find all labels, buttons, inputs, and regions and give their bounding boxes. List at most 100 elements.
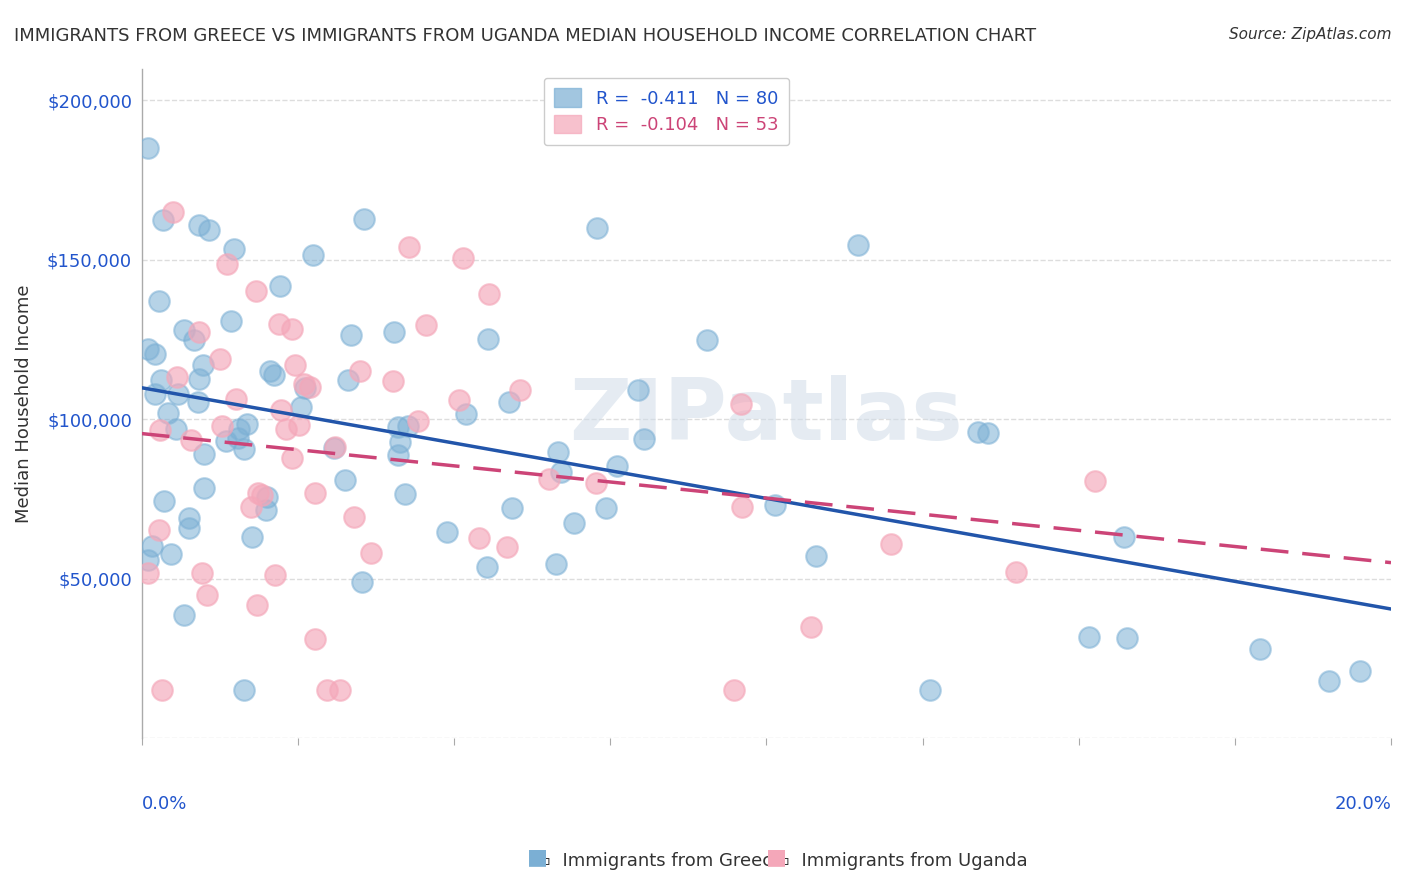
Point — [763, 498, 786, 512]
Point — [136, 566, 159, 580]
Point — [382, 375, 405, 389]
Point — [240, 530, 263, 544]
Point — [191, 358, 214, 372]
Point — [396, 418, 419, 433]
Point — [290, 400, 312, 414]
Point — [259, 364, 281, 378]
Point — [143, 346, 166, 360]
Point — [546, 558, 568, 572]
Point — [193, 481, 215, 495]
Text: ■: ■ — [527, 847, 548, 867]
Point — [1249, 641, 1271, 656]
Point — [215, 256, 238, 270]
Point — [966, 425, 988, 440]
Text: IMMIGRANTS FROM GREECE VS IMMIGRANTS FROM UGANDA MEDIAN HOUSEHOLD INCOME CORRELA: IMMIGRANTS FROM GREECE VS IMMIGRANTS FRO… — [14, 27, 1036, 45]
Point — [547, 445, 569, 459]
Y-axis label: Median Household Income: Median Household Income — [15, 284, 32, 523]
Point — [294, 381, 316, 395]
Point — [498, 394, 520, 409]
Point — [382, 325, 405, 339]
Point — [806, 549, 828, 564]
Point — [595, 500, 617, 515]
Text: 0.0%: 0.0% — [142, 795, 187, 814]
Point — [977, 426, 1000, 441]
Point — [349, 364, 371, 378]
Point — [730, 397, 752, 411]
Point — [239, 500, 262, 514]
Point — [496, 541, 519, 555]
Text: ■: ■ — [766, 847, 787, 867]
Point — [247, 485, 270, 500]
Point — [1115, 631, 1137, 645]
Point — [633, 432, 655, 446]
Point — [208, 352, 231, 367]
Point — [250, 488, 273, 502]
Point — [880, 537, 903, 551]
Point — [406, 414, 429, 428]
Point — [156, 406, 179, 420]
Point — [263, 567, 285, 582]
Point — [696, 333, 718, 347]
Point — [387, 448, 409, 462]
Point — [224, 242, 246, 256]
Point — [167, 386, 190, 401]
Text: ZIPatlas: ZIPatlas — [569, 376, 963, 458]
Point — [228, 422, 250, 436]
Point — [304, 485, 326, 500]
Text: 20.0%: 20.0% — [1334, 795, 1391, 814]
Point — [256, 490, 278, 504]
Point — [389, 435, 412, 450]
Point — [254, 503, 277, 517]
Point — [454, 407, 477, 421]
Point — [302, 248, 325, 262]
Point — [263, 368, 285, 382]
Point — [723, 683, 745, 698]
Point — [270, 403, 292, 417]
Point — [198, 223, 221, 237]
Point — [477, 287, 499, 301]
Point — [284, 358, 307, 372]
Point — [232, 442, 254, 457]
Point — [267, 317, 290, 331]
Point — [152, 493, 174, 508]
Point — [215, 434, 238, 448]
Point — [173, 607, 195, 622]
Text: Source: ZipAtlas.com: Source: ZipAtlas.com — [1229, 27, 1392, 42]
Point — [1078, 630, 1101, 644]
Point — [188, 325, 211, 339]
Point — [451, 251, 474, 265]
Point — [586, 221, 609, 235]
Point — [799, 620, 821, 634]
Point — [179, 521, 201, 535]
Point — [149, 373, 172, 387]
Point — [477, 333, 499, 347]
Point — [235, 417, 257, 432]
Point — [353, 212, 375, 227]
Point — [166, 369, 188, 384]
Point — [333, 473, 356, 487]
Point — [340, 327, 363, 342]
Point — [148, 523, 170, 537]
Point — [322, 442, 344, 456]
Point — [360, 546, 382, 560]
Point — [1005, 566, 1028, 580]
Point — [288, 418, 311, 433]
Point — [846, 238, 869, 252]
Point — [468, 531, 491, 545]
Point — [141, 539, 163, 553]
Point — [920, 683, 942, 698]
Point — [585, 476, 607, 491]
Point — [1348, 664, 1371, 678]
Point — [387, 420, 409, 434]
Point — [337, 373, 360, 387]
Point — [165, 422, 187, 436]
Point — [1084, 474, 1107, 488]
Point — [343, 510, 366, 524]
Point — [150, 683, 173, 698]
Point — [173, 323, 195, 337]
Point — [299, 379, 322, 393]
Point — [219, 313, 242, 327]
Point — [148, 293, 170, 308]
Point — [195, 588, 218, 602]
Point — [501, 500, 523, 515]
